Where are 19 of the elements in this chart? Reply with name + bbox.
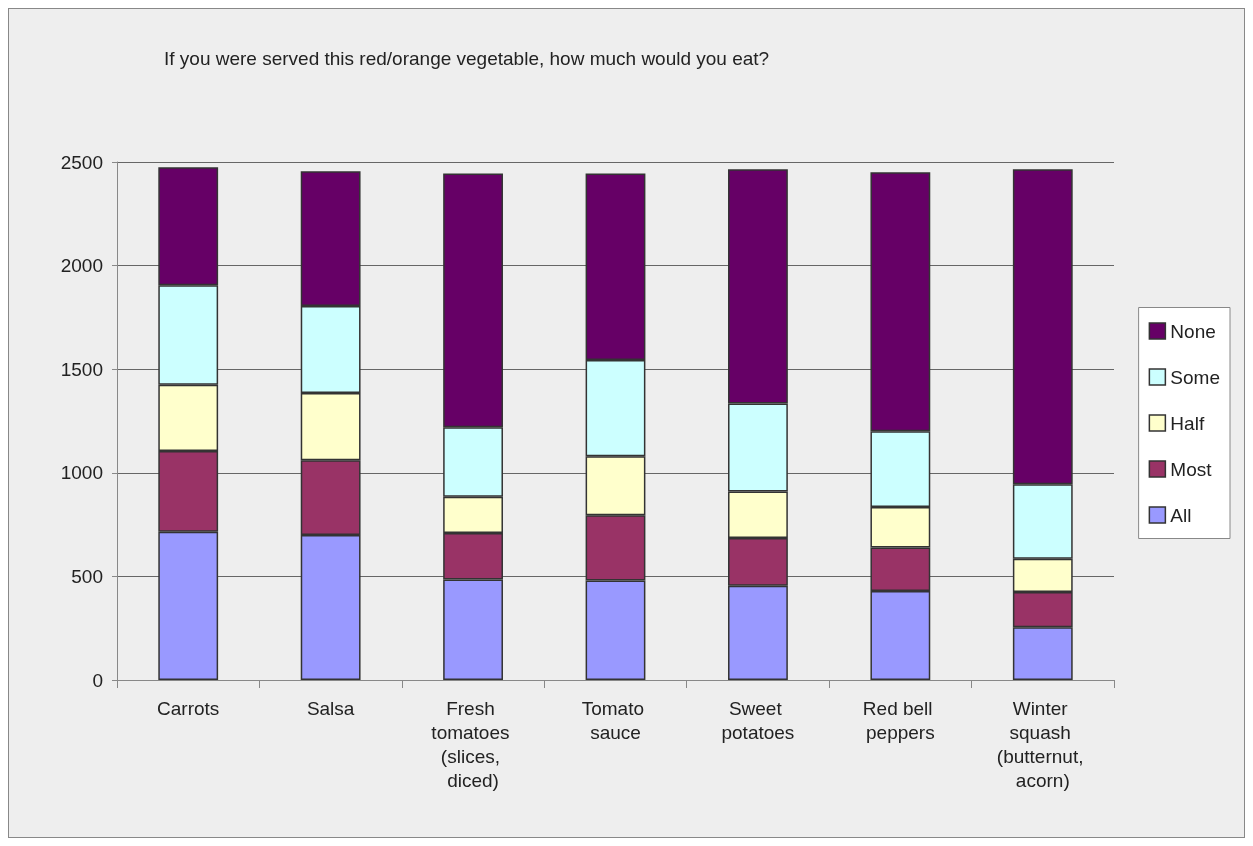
x-tick-label: Sweet potatoes: [721, 697, 795, 743]
y-tick-label: 0: [92, 669, 103, 691]
chart-title: If you were served this red/orange vegetable, how much would you eat?: [164, 48, 770, 69]
x-tick-label: Fresh tomatoes (slices, diced): [431, 697, 515, 791]
legend-label: Most: [1170, 458, 1213, 480]
legend-label: All: [1170, 504, 1192, 526]
y-tick-label: 2500: [60, 151, 103, 173]
legend-label: Some: [1170, 366, 1221, 388]
y-tick-label: 1000: [60, 462, 103, 484]
x-tick-label: Winter squash (butternut, acorn): [996, 697, 1089, 791]
x-tick-label: Salsa: [306, 697, 355, 719]
legend-label: Half: [1170, 412, 1205, 434]
y-tick-label: 2000: [60, 255, 103, 277]
x-tick-label: Red bell peppers: [862, 697, 938, 743]
y-tick-label: 1500: [60, 358, 103, 380]
legend-label: None: [1170, 320, 1216, 342]
y-tick-label: 500: [71, 565, 103, 587]
x-tick-label: Carrots: [157, 697, 220, 719]
x-tick-label: Tomato sauce: [581, 697, 650, 743]
